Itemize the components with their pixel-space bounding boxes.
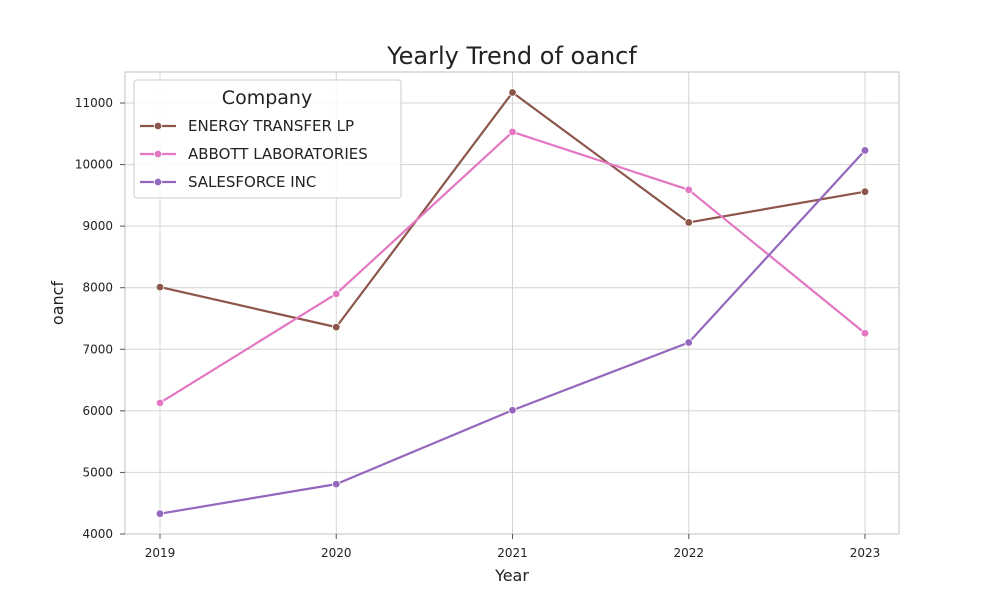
data-point bbox=[508, 127, 517, 137]
data-point bbox=[332, 479, 341, 489]
data-point bbox=[332, 289, 341, 299]
data-point bbox=[684, 338, 693, 347]
x-tick-label: 2021 bbox=[497, 546, 528, 560]
legend-label: ABBOTT LABORATORIES bbox=[188, 145, 368, 163]
data-point bbox=[860, 146, 870, 155]
series-3 bbox=[155, 146, 870, 518]
data-point bbox=[508, 88, 517, 97]
data-point bbox=[508, 406, 517, 415]
series-1 bbox=[155, 88, 870, 332]
x-axis-label: Year bbox=[494, 566, 529, 585]
y-tick-label: 4000 bbox=[82, 527, 113, 541]
y-tick-label: 8000 bbox=[82, 281, 113, 295]
series-2 bbox=[155, 127, 870, 408]
legend-marker bbox=[153, 177, 163, 187]
chart-title: Yearly Trend of oancf bbox=[386, 42, 637, 70]
x-tick-label: 2019 bbox=[145, 546, 176, 560]
legend-item: ABBOTT LABORATORIES bbox=[140, 145, 368, 163]
data-point bbox=[155, 398, 165, 408]
axis-ticks: 2019 2020 2021 2022 2023 4000 5000 6000 7000 8000… bbox=[75, 96, 880, 560]
legend-marker bbox=[153, 121, 163, 131]
y-tick-label: 10000 bbox=[75, 158, 113, 172]
legend-label: SALESFORCE INC bbox=[188, 173, 316, 191]
x-tick-label: 2023 bbox=[850, 546, 881, 560]
y-tick-label: 7000 bbox=[82, 342, 113, 356]
y-tick-label: 6000 bbox=[82, 404, 113, 418]
legend-title: Company bbox=[222, 87, 312, 109]
data-point bbox=[684, 185, 693, 195]
x-tick-label: 2020 bbox=[321, 546, 352, 560]
data-point bbox=[684, 218, 693, 227]
legend-items: ENERGY TRANSFER LP ABBOTT LABORATORIES SAL… bbox=[140, 117, 368, 191]
legend: Company ENERGY TRANSFER LP ABBOTT LABORAT… bbox=[133, 79, 402, 199]
legend-box bbox=[133, 79, 402, 199]
data-point bbox=[332, 322, 341, 332]
data-point bbox=[155, 509, 165, 518]
data-point bbox=[860, 329, 870, 338]
y-tick-label: 5000 bbox=[82, 465, 113, 479]
series-layer bbox=[155, 88, 870, 518]
y-axis-label: oancf bbox=[48, 281, 67, 326]
x-tick-label: 2022 bbox=[673, 546, 704, 560]
legend-label: ENERGY TRANSFER LP bbox=[188, 117, 354, 135]
legend-item: SALESFORCE INC bbox=[140, 173, 316, 191]
y-tick-label: 9000 bbox=[82, 219, 113, 233]
legend-item: ENERGY TRANSFER LP bbox=[140, 117, 354, 135]
data-point bbox=[155, 282, 165, 292]
data-point bbox=[860, 187, 870, 196]
y-tick-label: 11000 bbox=[75, 96, 113, 110]
legend-marker bbox=[153, 149, 163, 159]
